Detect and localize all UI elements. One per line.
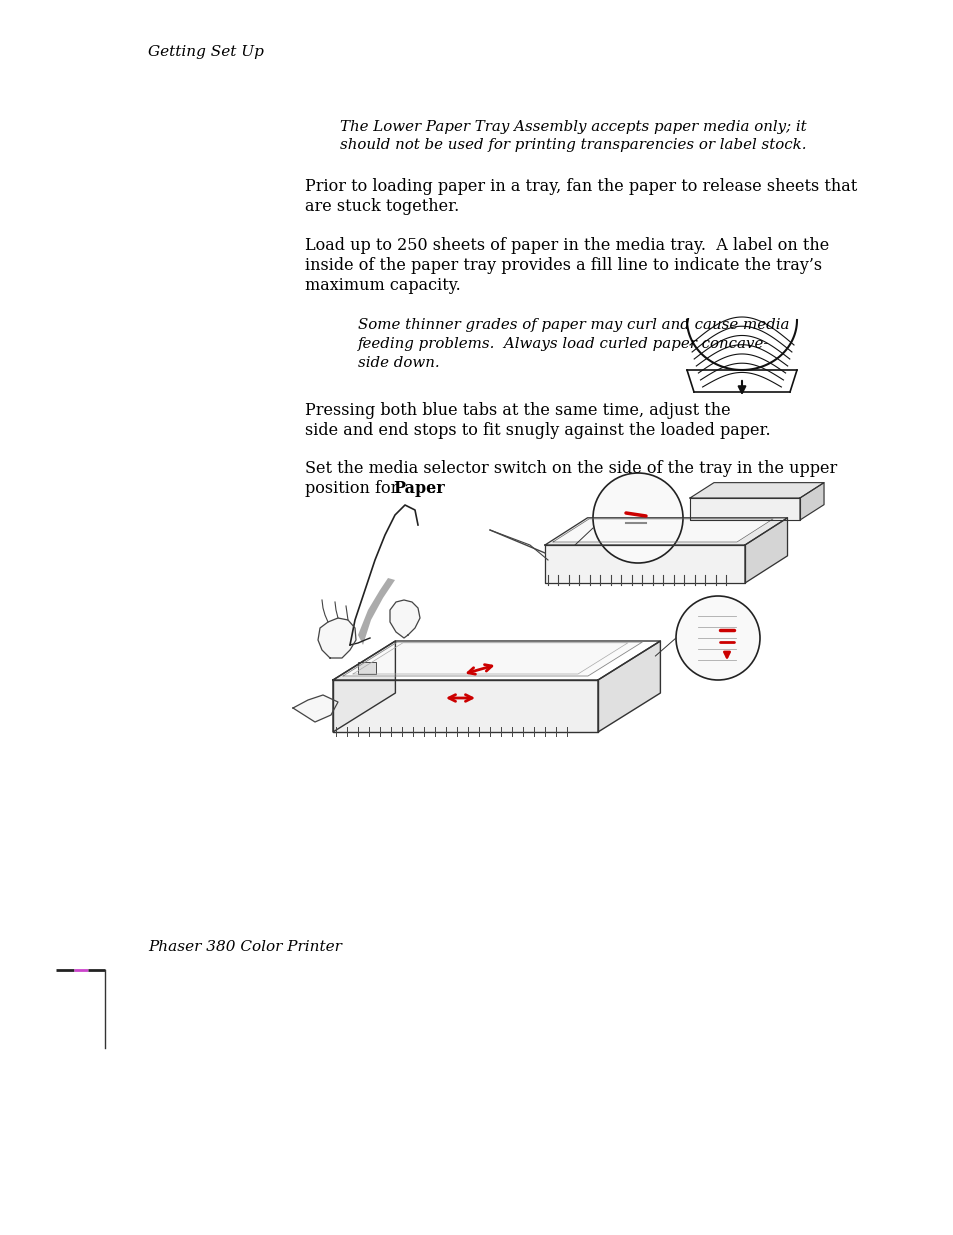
Text: Pressing both blue tabs at the same time, adjust the: Pressing both blue tabs at the same time… — [305, 403, 730, 419]
Polygon shape — [343, 642, 641, 676]
Polygon shape — [317, 618, 355, 658]
Bar — [357, 662, 375, 674]
Text: side down.: side down. — [357, 356, 439, 370]
Text: should not be used for printing transparencies or label stock.: should not be used for printing transpar… — [339, 138, 805, 152]
Text: position for: position for — [305, 480, 403, 496]
Text: inside of the paper tray provides a fill line to indicate the tray’s: inside of the paper tray provides a fill… — [305, 257, 821, 274]
Text: are stuck together.: are stuck together. — [305, 198, 458, 215]
Polygon shape — [544, 545, 744, 583]
Polygon shape — [293, 695, 337, 722]
Circle shape — [676, 597, 760, 680]
Circle shape — [593, 473, 682, 563]
Text: side and end stops to fit snugly against the loaded paper.: side and end stops to fit snugly against… — [305, 422, 770, 438]
Polygon shape — [744, 517, 786, 583]
Polygon shape — [689, 483, 823, 498]
Polygon shape — [800, 483, 823, 520]
Text: Paper: Paper — [393, 480, 444, 496]
Text: Set the media selector switch on the side of the tray in the upper: Set the media selector switch on the sid… — [305, 459, 837, 477]
Polygon shape — [689, 498, 800, 520]
Text: The Lower Paper Tray Assembly accepts paper media only; it: The Lower Paper Tray Assembly accepts pa… — [339, 120, 806, 135]
Polygon shape — [353, 642, 627, 674]
Polygon shape — [598, 641, 659, 732]
Polygon shape — [357, 578, 395, 645]
Text: Some thinner grades of paper may curl and cause media: Some thinner grades of paper may curl an… — [357, 317, 789, 332]
Text: Phaser 380 Color Printer: Phaser 380 Color Printer — [148, 940, 341, 953]
Text: .: . — [431, 480, 436, 496]
Polygon shape — [333, 680, 598, 732]
Polygon shape — [553, 519, 772, 542]
Text: Load up to 250 sheets of paper in the media tray.  A label on the: Load up to 250 sheets of paper in the me… — [305, 237, 828, 254]
Polygon shape — [333, 641, 395, 732]
Text: Prior to loading paper in a tray, fan the paper to release sheets that: Prior to loading paper in a tray, fan th… — [305, 178, 857, 195]
Text: feeding problems.  Always load curled paper concave-: feeding problems. Always load curled pap… — [357, 337, 769, 351]
Polygon shape — [390, 600, 419, 638]
Polygon shape — [544, 517, 786, 545]
Text: maximum capacity.: maximum capacity. — [305, 277, 460, 294]
Text: Getting Set Up: Getting Set Up — [148, 44, 264, 59]
